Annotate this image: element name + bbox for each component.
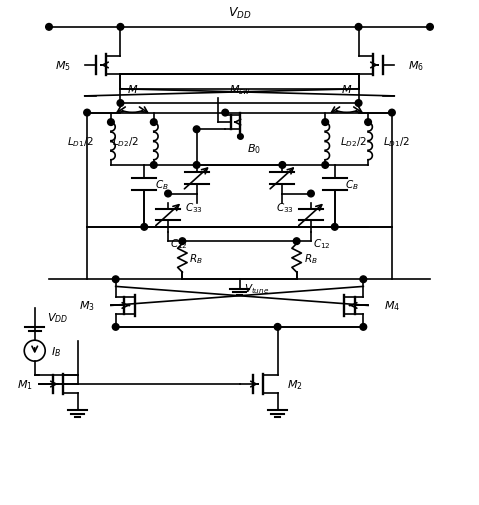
Circle shape bbox=[355, 100, 362, 107]
Text: $V_{DD}$: $V_{DD}$ bbox=[46, 311, 68, 325]
Circle shape bbox=[274, 324, 281, 331]
Circle shape bbox=[360, 276, 366, 283]
Text: $V_{DD}$: $V_{DD}$ bbox=[228, 6, 251, 21]
Circle shape bbox=[427, 24, 433, 31]
Circle shape bbox=[388, 110, 395, 117]
Circle shape bbox=[308, 191, 314, 197]
Circle shape bbox=[194, 162, 200, 169]
Circle shape bbox=[194, 127, 200, 133]
Circle shape bbox=[279, 162, 285, 169]
Circle shape bbox=[113, 324, 119, 331]
Circle shape bbox=[360, 324, 366, 331]
Text: $R_B$: $R_B$ bbox=[304, 251, 318, 265]
Text: $M_5$: $M_5$ bbox=[56, 59, 71, 73]
Text: $C_B$: $C_B$ bbox=[155, 178, 169, 191]
Circle shape bbox=[322, 120, 329, 126]
Text: $L_{D2}/2$: $L_{D2}/2$ bbox=[341, 135, 367, 149]
Circle shape bbox=[322, 162, 329, 169]
Circle shape bbox=[46, 24, 52, 31]
Text: $M_4$: $M_4$ bbox=[384, 299, 400, 313]
Circle shape bbox=[150, 120, 157, 126]
Text: $C_{12}$: $C_{12}$ bbox=[313, 237, 331, 250]
Text: $C_{33}$: $C_{33}$ bbox=[276, 201, 294, 215]
Text: $M_2$: $M_2$ bbox=[287, 377, 303, 391]
Text: $C_{12}$: $C_{12}$ bbox=[171, 237, 188, 250]
Circle shape bbox=[108, 120, 114, 126]
Circle shape bbox=[150, 162, 157, 169]
Text: $B_0$: $B_0$ bbox=[247, 142, 261, 156]
Text: $M_3$: $M_3$ bbox=[79, 299, 95, 313]
Circle shape bbox=[141, 224, 148, 231]
Circle shape bbox=[238, 135, 241, 139]
Text: $M_6$: $M_6$ bbox=[408, 59, 424, 73]
Circle shape bbox=[165, 191, 171, 197]
Circle shape bbox=[293, 238, 300, 245]
Text: $M$: $M$ bbox=[341, 82, 352, 94]
Text: $C_{33}$: $C_{33}$ bbox=[185, 201, 203, 215]
Circle shape bbox=[331, 224, 338, 231]
Text: $L_{D1}/2$: $L_{D1}/2$ bbox=[383, 135, 411, 149]
Text: $L_{D2}/2$: $L_{D2}/2$ bbox=[112, 135, 138, 149]
Circle shape bbox=[355, 24, 362, 31]
Text: $M_1$: $M_1$ bbox=[17, 377, 33, 391]
Circle shape bbox=[179, 238, 186, 245]
Text: $M_{sw}$: $M_{sw}$ bbox=[228, 83, 251, 97]
Text: $I_B$: $I_B$ bbox=[51, 344, 61, 358]
Circle shape bbox=[222, 110, 228, 117]
Text: $V_{tune}$: $V_{tune}$ bbox=[244, 282, 270, 296]
Circle shape bbox=[117, 24, 124, 31]
Text: $M$: $M$ bbox=[127, 82, 138, 94]
Circle shape bbox=[113, 276, 119, 283]
Text: $C_B$: $C_B$ bbox=[345, 178, 359, 191]
Text: $L_{D1}/2$: $L_{D1}/2$ bbox=[68, 135, 94, 149]
Circle shape bbox=[117, 100, 124, 107]
Circle shape bbox=[365, 120, 371, 126]
Circle shape bbox=[84, 110, 91, 117]
Text: $R_B$: $R_B$ bbox=[190, 251, 203, 265]
